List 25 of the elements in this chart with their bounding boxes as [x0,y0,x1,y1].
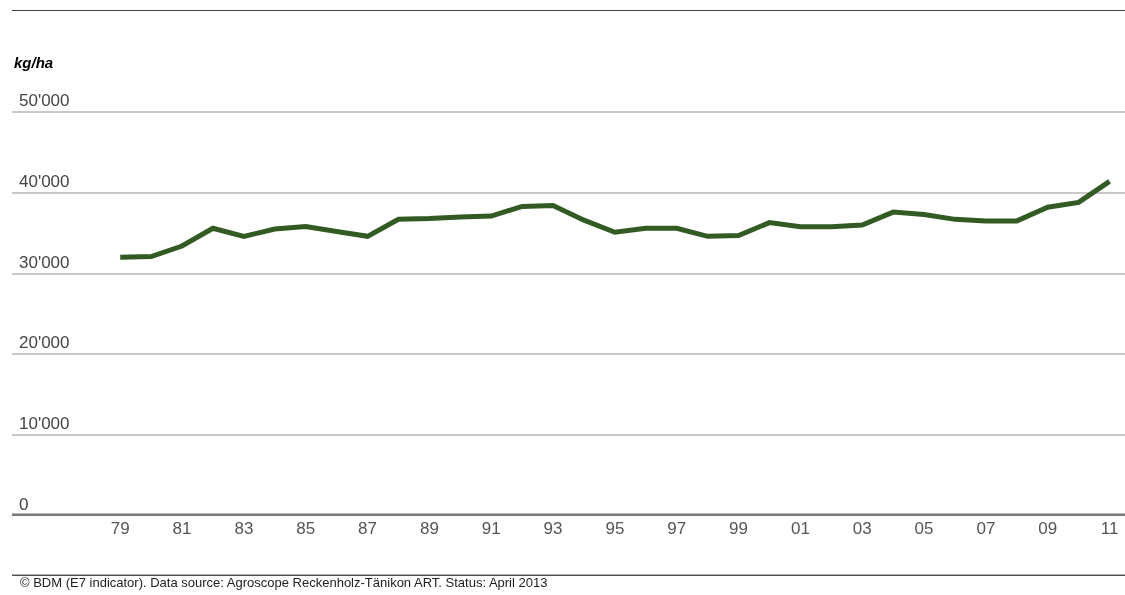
x-tick-label: 93 [543,519,563,538]
text: © BDM (E7 indicator). Data source: Agroscope Reckenholz-Tänikon ART. Status: April 2013 [20,575,548,590]
x-tick-label: 91 [481,519,501,538]
x-tick-label: 07 [976,519,996,538]
x-tick-label: 99 [729,519,748,538]
y-tick-label: 50'000 [19,90,70,110]
y-tick-label: 30'000 [19,252,70,272]
x-tick-label: 05 [914,519,934,538]
x-tick-label: 09 [1038,519,1058,538]
y-tick-label: 10'000 [19,414,70,434]
x-tick-label: 01 [790,519,810,538]
x-tick-label: 89 [419,519,439,538]
x-tick-label: 81 [172,519,192,538]
x-tick-label: 85 [296,519,316,538]
x-tick-label: 11 [1100,519,1119,538]
y-tick-label: 40'000 [19,171,70,191]
x-tick-label: 97 [667,519,687,538]
y-tick-label: 0 [19,495,29,515]
y-axis-title: kg/ha [14,54,54,71]
x-tick-label: 95 [605,519,625,538]
x-tick-label: 79 [110,519,130,538]
x-tick-label: 83 [234,519,254,538]
y-tick-label: 20'000 [19,333,70,353]
x-tick-label: 03 [852,519,872,538]
x-tick-label: 87 [358,519,377,538]
